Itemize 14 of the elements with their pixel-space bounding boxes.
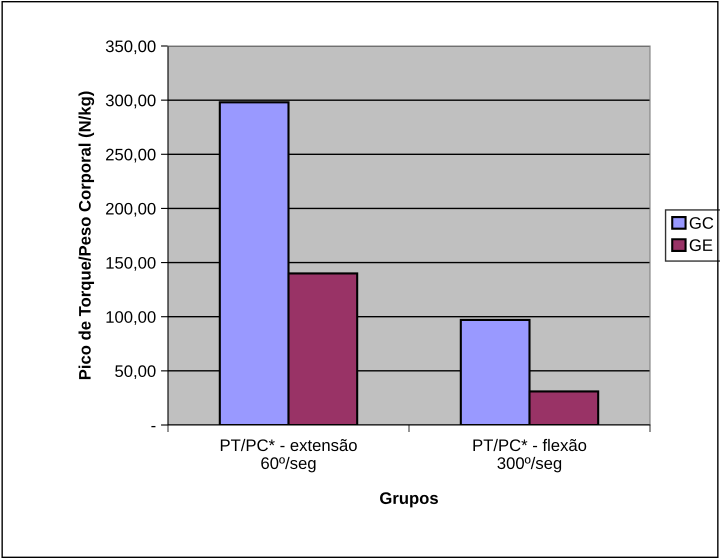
x-tick-label: PT/PC* - flexão 300º/seg	[473, 438, 586, 472]
y-tick-label: 350,00	[106, 40, 156, 54]
y-tick-label: 300,00	[106, 94, 156, 108]
y-tick-label: 200,00	[106, 202, 156, 217]
y-tick-label: 150,00	[106, 256, 156, 271]
y-tick-label: -	[151, 426, 156, 428]
legend-label: GC	[690, 217, 714, 229]
y-tick-label: 100,00	[106, 311, 156, 325]
y-axis-title: Pico de Torque/Peso Corporal (N/kg)	[78, 92, 94, 380]
y-tick-label: 250,00	[106, 148, 156, 162]
x-tick-label: PT/PC* - extensão 60º/seg	[220, 438, 357, 472]
y-tick-label: 50,00	[115, 365, 156, 380]
x-axis-title: Grupos	[380, 492, 438, 508]
legend-label: GE	[690, 239, 712, 252]
